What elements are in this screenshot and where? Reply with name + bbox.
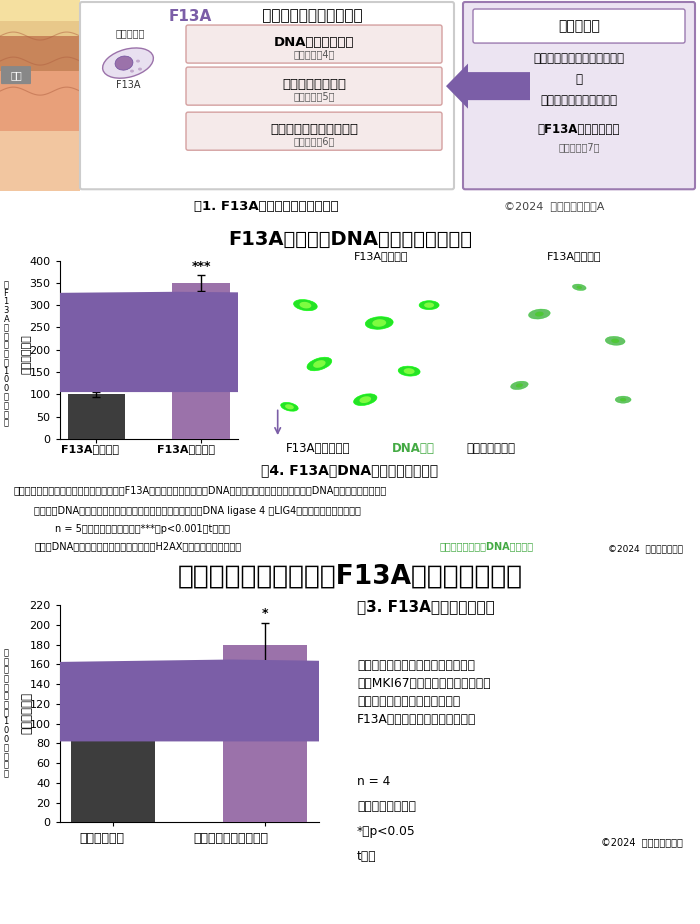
Ellipse shape xyxy=(398,366,420,376)
Text: n = 4: n = 4 xyxy=(357,774,391,787)
Text: t検定: t検定 xyxy=(357,850,377,863)
Text: 休止期に導く条件で培養した線維芽細胞にF13Aタンパク質を添加し、DNA修復に関わる遺伝子の発現量とDNA損傷の状態を解析。: 休止期に導く条件で培養した線維芽細胞にF13Aタンパク質を添加し、DNA修復に関… xyxy=(14,485,387,495)
Ellipse shape xyxy=(354,394,377,406)
Ellipse shape xyxy=(516,383,523,387)
FancyBboxPatch shape xyxy=(80,2,454,189)
Text: ©2024  ポーラ化成工業: ©2024 ポーラ化成工業 xyxy=(601,837,682,847)
Ellipse shape xyxy=(293,299,317,310)
Text: 【補足資料5】: 【補足資料5】 xyxy=(293,91,335,101)
Text: F13A添加あり: F13A添加あり xyxy=(547,250,601,261)
Text: ©2024  ポーラ化成工業: ©2024 ポーラ化成工業 xyxy=(608,544,682,553)
Text: が減少している: が減少している xyxy=(466,442,515,455)
Text: DNA損傷: DNA損傷 xyxy=(392,442,435,455)
Ellipse shape xyxy=(115,56,133,70)
Text: 画像：DNA二本鎖切断マーカー（リン酸化H2AX）で損傷部位を染色。: 画像：DNA二本鎖切断マーカー（リン酸化H2AX）で損傷部位を染色。 xyxy=(34,541,242,551)
Text: 平均値＋標準誤差: 平均値＋標準誤差 xyxy=(357,800,416,813)
Ellipse shape xyxy=(136,59,140,63)
Text: コントロール: コントロール xyxy=(79,832,124,845)
Text: 【補足資料7】: 【補足資料7】 xyxy=(559,142,600,152)
Text: 産生の活発化による変化: 産生の活発化による変化 xyxy=(257,8,363,23)
Text: F13A添加なし: F13A添加なし xyxy=(354,250,409,261)
FancyArrow shape xyxy=(0,292,700,392)
Text: *：p<0.05: *：p<0.05 xyxy=(357,825,416,838)
Text: （
コ
ン
ト
ロ
ー
ル
を
1
0
0
と
す
る
）: （ コ ン ト ロ ー ル を 1 0 0 と す る ） xyxy=(4,649,8,778)
Text: 真皮: 真皮 xyxy=(10,70,22,80)
Text: 50 μm: 50 μm xyxy=(633,412,657,421)
Text: グラフ：DNA二本鎖切断の修復に働くタンパク質の例としてDNA ligase 4 （LIG4）の遺伝子発現を確認。: グラフ：DNA二本鎖切断の修復に働くタンパク質の例としてDNA ligase 4… xyxy=(34,506,361,517)
Ellipse shape xyxy=(130,69,134,73)
Text: 【補足資料6】: 【補足資料6】 xyxy=(293,136,335,146)
FancyArrow shape xyxy=(446,64,530,109)
Ellipse shape xyxy=(365,317,393,329)
Text: F13A添加なし: F13A添加なし xyxy=(61,444,118,454)
FancyBboxPatch shape xyxy=(1,67,31,84)
FancyBboxPatch shape xyxy=(186,25,442,63)
Text: 休止期に導く条件（増殖期の指標で
あるMKI67遺伝子の発現が低下する
条件）で線維芽細胞を培養し、
F13Aの遺伝子発現量を調べた。: 休止期に導く条件（増殖期の指標で あるMKI67遺伝子の発現が低下する 条件）で… xyxy=(357,659,491,726)
Text: がF13A産生を活発化: がF13A産生を活発化 xyxy=(538,123,620,136)
Text: 緑：細胞核の中のDNA損傷部位: 緑：細胞核の中のDNA損傷部位 xyxy=(439,541,533,551)
Ellipse shape xyxy=(620,398,626,401)
Text: 図1. F13Aの機能とエキスの効果: 図1. F13Aの機能とエキスの効果 xyxy=(194,200,338,213)
Text: DNA修復の活性化: DNA修復の活性化 xyxy=(274,35,354,49)
Text: *: * xyxy=(262,607,268,620)
Text: ***: *** xyxy=(191,260,211,274)
FancyBboxPatch shape xyxy=(473,9,685,43)
Ellipse shape xyxy=(606,336,625,346)
Ellipse shape xyxy=(419,300,439,310)
Ellipse shape xyxy=(285,405,294,409)
Text: クダモノケイソウ果皮エキス
＋
アーチチョーク葉エキス: クダモノケイソウ果皮エキス ＋ アーチチョーク葉エキス xyxy=(533,52,624,106)
Bar xyxy=(0,0,80,191)
Text: F13Aによって、: F13Aによって、 xyxy=(286,442,351,455)
Ellipse shape xyxy=(615,396,631,403)
Bar xyxy=(0,0,80,36)
Text: F13A: F13A xyxy=(169,8,211,23)
Text: 【補足資料4】: 【補足資料4】 xyxy=(293,49,335,59)
Ellipse shape xyxy=(577,286,582,289)
Text: 植物エキス: 植物エキス xyxy=(558,19,600,33)
Text: 図3. F13Aの遺伝子発現量: 図3. F13Aの遺伝子発現量 xyxy=(357,599,495,614)
Ellipse shape xyxy=(510,381,528,390)
Text: n = 5、平均値＋標準誤差、***：p<0.001、t検定。: n = 5、平均値＋標準誤差、***：p<0.001、t検定。 xyxy=(55,524,230,534)
Text: （
F
1
3
A
添
加
な
し
を
1
0
0
と
す
る
）: （ F 1 3 A 添 加 な し を 1 0 0 と す る ） xyxy=(4,280,9,428)
Ellipse shape xyxy=(372,319,386,327)
Text: F13A: F13A xyxy=(116,80,140,91)
Text: ©2024  ポーラ化成工業A: ©2024 ポーラ化成工業A xyxy=(504,201,604,212)
Text: 細胞増殖の活性化: 細胞増殖の活性化 xyxy=(282,78,346,91)
Ellipse shape xyxy=(535,311,544,317)
Ellipse shape xyxy=(404,368,414,374)
Bar xyxy=(68,395,125,439)
Bar xyxy=(223,645,307,822)
Bar xyxy=(0,0,80,131)
Bar xyxy=(0,0,80,21)
Text: 図4. F13AのDNA修復に与える影響: 図4. F13AのDNA修復に与える影響 xyxy=(261,463,439,477)
FancyBboxPatch shape xyxy=(186,67,442,105)
Bar xyxy=(71,723,155,822)
Ellipse shape xyxy=(281,403,298,411)
Ellipse shape xyxy=(611,338,619,343)
FancyBboxPatch shape xyxy=(186,112,442,151)
Ellipse shape xyxy=(424,302,434,308)
Text: 線維芽細胞: 線維芽細胞 xyxy=(116,28,145,38)
Ellipse shape xyxy=(573,284,586,290)
Ellipse shape xyxy=(307,358,332,371)
Ellipse shape xyxy=(103,48,153,79)
Bar xyxy=(172,283,230,439)
Ellipse shape xyxy=(359,396,371,403)
Text: コラーゲン産生の活性化: コラーゲン産生の活性化 xyxy=(270,123,358,136)
FancyArrow shape xyxy=(0,660,700,741)
Ellipse shape xyxy=(313,360,326,368)
Text: 50 μm: 50 μm xyxy=(423,412,447,421)
Text: 休止期の線維芽細胞はF13Aの産生が増える: 休止期の線維芽細胞はF13Aの産生が増える xyxy=(177,564,523,590)
Text: 遺伝子発現量: 遺伝子発現量 xyxy=(20,692,33,735)
Bar xyxy=(0,0,80,71)
Ellipse shape xyxy=(300,302,312,309)
Text: F13Aの存在でDNA修復が活性化する: F13Aの存在でDNA修復が活性化する xyxy=(228,230,472,249)
Ellipse shape xyxy=(528,309,550,319)
FancyBboxPatch shape xyxy=(463,2,695,189)
Text: 休止期が多くなる条件: 休止期が多くなる条件 xyxy=(193,832,269,845)
Text: F13A添加あり: F13A添加あり xyxy=(157,444,214,454)
Ellipse shape xyxy=(138,67,142,70)
Text: 遺伝子発現量: 遺伝子発現量 xyxy=(22,334,32,374)
